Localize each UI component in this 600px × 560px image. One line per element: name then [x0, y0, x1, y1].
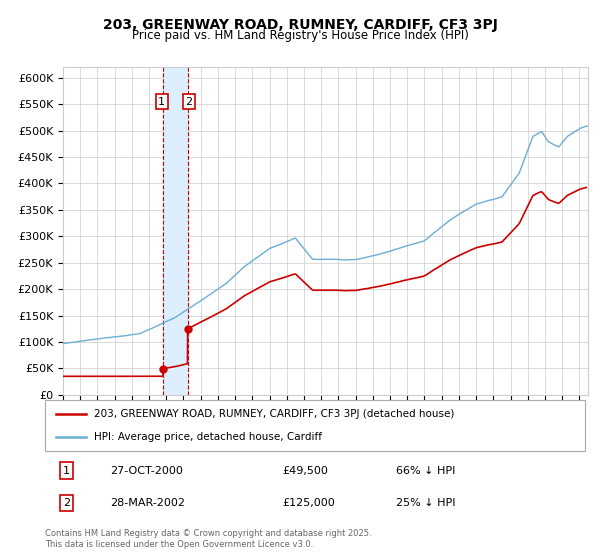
Text: Price paid vs. HM Land Registry's House Price Index (HPI): Price paid vs. HM Land Registry's House …: [131, 29, 469, 42]
Text: 2: 2: [63, 498, 70, 508]
Text: 2: 2: [185, 96, 193, 106]
Text: HPI: Average price, detached house, Cardiff: HPI: Average price, detached house, Card…: [94, 432, 322, 442]
Text: 1: 1: [158, 96, 166, 106]
Text: 1: 1: [63, 466, 70, 475]
Text: 203, GREENWAY ROAD, RUMNEY, CARDIFF, CF3 3PJ: 203, GREENWAY ROAD, RUMNEY, CARDIFF, CF3…: [103, 18, 497, 32]
Text: 28-MAR-2002: 28-MAR-2002: [110, 498, 185, 508]
FancyBboxPatch shape: [45, 400, 585, 451]
Text: £49,500: £49,500: [283, 466, 328, 475]
Text: Contains HM Land Registry data © Crown copyright and database right 2025.
This d: Contains HM Land Registry data © Crown c…: [45, 529, 371, 549]
Text: 25% ↓ HPI: 25% ↓ HPI: [396, 498, 455, 508]
Text: £125,000: £125,000: [283, 498, 335, 508]
Bar: [163, 67, 188, 395]
Text: 27-OCT-2000: 27-OCT-2000: [110, 466, 182, 475]
Text: 66% ↓ HPI: 66% ↓ HPI: [396, 466, 455, 475]
Text: 203, GREENWAY ROAD, RUMNEY, CARDIFF, CF3 3PJ (detached house): 203, GREENWAY ROAD, RUMNEY, CARDIFF, CF3…: [94, 409, 454, 419]
